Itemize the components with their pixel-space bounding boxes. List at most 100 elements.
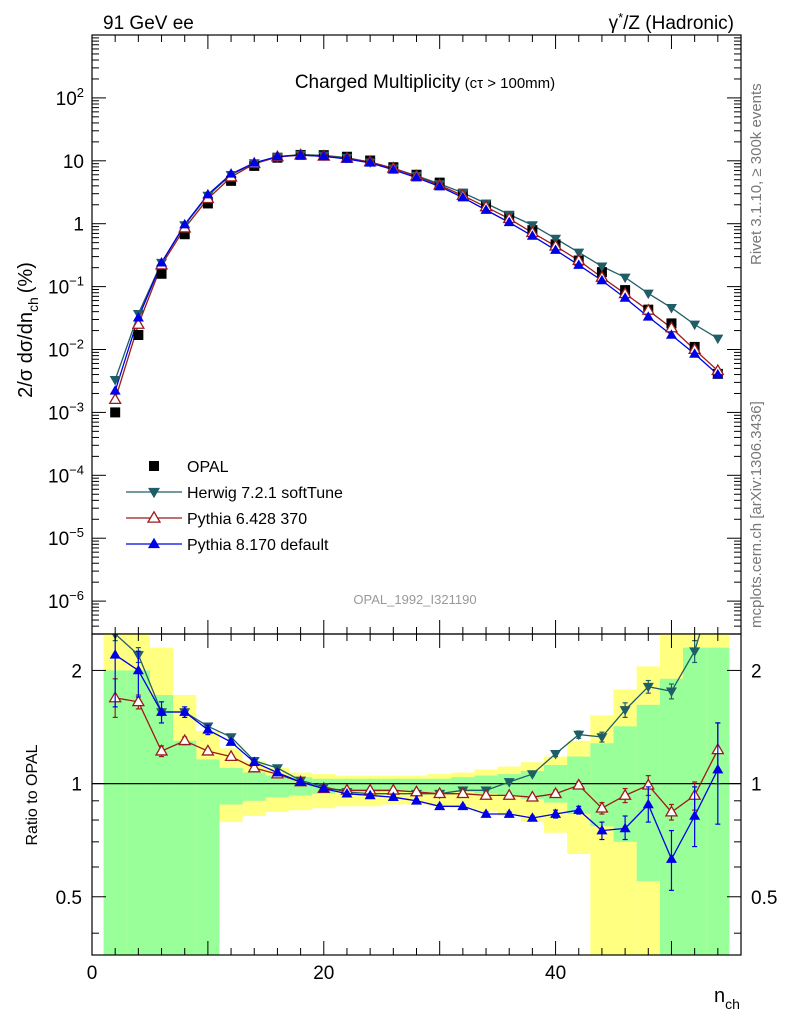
- rivet-label: Rivet 3.1.10, ≥ 300k events: [748, 83, 765, 265]
- uncertainty-band-green: [126, 670, 150, 955]
- y-axis-label-sub: ch: [25, 297, 41, 312]
- data-point-opal: [133, 330, 144, 341]
- data-point-opal: [110, 407, 121, 418]
- uncertainty-band-green: [196, 759, 220, 955]
- data-point-pythia8: [596, 274, 608, 285]
- ratio-point-pythia8: [619, 822, 631, 833]
- data-point-pythia8: [179, 218, 191, 229]
- data-point-herwig: [109, 375, 121, 386]
- y-tick-label: 10−1: [48, 274, 84, 299]
- ratio-y-tick-label: 2: [71, 661, 82, 682]
- ratio-point-pythia8: [271, 766, 283, 777]
- data-point-pythia8: [109, 385, 121, 395]
- x-axis-label: nch: [714, 985, 740, 1012]
- main-title: Charged Multiplicity (cτ > 100mm): [295, 72, 555, 93]
- legend-label-herwig: Herwig 7.2.1 softTune: [187, 485, 343, 502]
- data-point-pythia8: [457, 191, 469, 202]
- ratio-point-pythia6: [479, 788, 493, 800]
- ratio-point-pythia8: [550, 808, 562, 818]
- ratio-point-pythia8: [341, 788, 353, 798]
- ratio-point-pythia8: [295, 776, 307, 786]
- ratio-point-pythia8: [364, 789, 376, 800]
- y-tick-label: 10−6: [48, 588, 84, 613]
- ratio-point-pythia6: [224, 749, 238, 762]
- ratio-point-pythia6: [247, 761, 261, 773]
- data-point-herwig: [642, 289, 654, 300]
- data-point-pythia8: [295, 149, 307, 159]
- ratio-point-herwig: [642, 682, 654, 693]
- ratio-point-pythia8: [689, 810, 701, 820]
- legend-label-pythia8: Pythia 8.170 default: [187, 537, 329, 554]
- y-axis-label-text: 2/σ dσ/dn: [15, 312, 37, 398]
- legend-marker-pythia8: [148, 537, 160, 549]
- data-point-pythia8: [689, 348, 701, 358]
- header-right: γ*/Z (Hadronic): [609, 10, 734, 34]
- uncertainty-band-green: [520, 771, 544, 799]
- ratio-point-pythia8: [225, 736, 237, 746]
- y-axis-label: 2/σ dσ/dnch (%): [15, 262, 41, 398]
- ratio-point-herwig: [596, 733, 608, 743]
- data-point-opal: [202, 198, 213, 209]
- x-axis-label-sub: ch: [725, 996, 740, 1012]
- uncertainty-band-green: [474, 775, 498, 794]
- data-point-herwig: [689, 320, 701, 331]
- ratio-point-herwig: [573, 730, 585, 741]
- y-tick-label: 1: [73, 215, 84, 236]
- header-right-sup: *: [618, 10, 623, 25]
- legend-label-pythia6: Pythia 6.428 370: [187, 511, 307, 528]
- series-line-pythia8: [114, 154, 719, 392]
- data-point-pythia6: [108, 392, 122, 405]
- ratio-point-pythia6: [131, 694, 145, 707]
- data-point-pythia8: [619, 292, 631, 302]
- x-axis-label-text: n: [714, 985, 725, 1007]
- data-point-pythia8: [665, 329, 677, 339]
- data-point-pythia8: [248, 157, 260, 167]
- ratio-y-axis-label: Ratio to OPAL: [24, 744, 41, 845]
- legend-label-data: OPAL: [187, 459, 229, 476]
- ratio-point-pythia8: [503, 808, 515, 818]
- y-tick-label: 10−4: [48, 462, 84, 487]
- ratio-point-pythia8: [387, 791, 399, 802]
- y-tick-label: 10−5: [48, 525, 84, 550]
- uncertainty-band-green: [103, 670, 127, 955]
- y-tick-label: 10: [63, 152, 84, 173]
- header-left: 91 GeV ee: [103, 13, 194, 34]
- ratio-point-pythia8: [156, 706, 168, 716]
- data-point-pythia8: [156, 256, 168, 267]
- ratio-point-herwig: [550, 750, 562, 760]
- ratio-point-pythia6: [548, 786, 563, 799]
- x-tick-label: 0: [87, 963, 98, 984]
- data-point-opal: [179, 229, 190, 240]
- ratio-point-pythia6: [154, 744, 169, 756]
- ratio-point-herwig: [689, 647, 701, 657]
- main-series-group: [108, 148, 725, 418]
- ratio-point-pythia6: [664, 805, 679, 817]
- ratio-point-pythia8: [642, 798, 654, 809]
- ratio-point-pythia6: [178, 733, 192, 746]
- ratio-y-tick-label: 0.5: [56, 888, 82, 909]
- legend: OPAL Herwig 7.2.1 softTune Pythia 6.428 37…: [126, 459, 343, 554]
- data-point-pythia8: [387, 164, 399, 174]
- ratio-point-herwig: [619, 706, 631, 716]
- ratio-point-pythia8: [411, 795, 422, 805]
- ratio-point-pythia8: [109, 649, 121, 659]
- data-point-pythia8: [712, 368, 724, 379]
- ratio-point-pythia8: [179, 706, 191, 716]
- ratio-y-tick-label-right: 2: [751, 661, 762, 682]
- ratio-point-pythia8: [318, 782, 330, 793]
- uncertainty-band-green: [428, 778, 452, 792]
- ratio-point-pythia6: [618, 788, 632, 800]
- uncertainty-band-green: [219, 768, 243, 805]
- uncertainty-band-green: [149, 695, 174, 955]
- main-title-text: Charged Multiplicity: [295, 72, 461, 93]
- ratio-point-herwig: [503, 778, 515, 788]
- data-point-pythia8: [411, 171, 422, 182]
- data-point-pythia8: [480, 204, 492, 214]
- ratio-point-pythia6: [572, 778, 586, 790]
- ratio-point-pythia8: [434, 800, 446, 811]
- ratio-point-pythia6: [201, 744, 215, 756]
- ratio-point-pythia8: [202, 724, 214, 734]
- data-point-pythia8: [364, 157, 376, 167]
- data-point-opal: [156, 268, 167, 279]
